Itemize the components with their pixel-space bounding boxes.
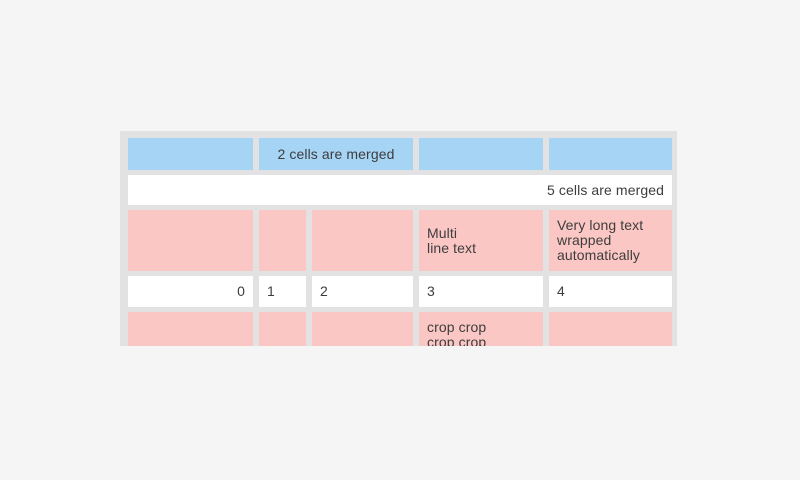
cell-r1-merged-2cells[interactable]: 2 cells are merged [259, 138, 413, 170]
cell-r1c5[interactable] [549, 138, 672, 170]
cell-r5c5[interactable] [549, 312, 672, 346]
cell-r5c4-crop[interactable]: crop crop crop crop [419, 312, 543, 346]
cell-r5c2[interactable] [259, 312, 306, 346]
cell-r4c4[interactable]: 3 [419, 276, 543, 307]
cell-r4c2[interactable]: 1 [259, 276, 306, 307]
cell-r4c5[interactable]: 4 [549, 276, 672, 307]
cell-r4c1[interactable]: 0 [128, 276, 253, 307]
cell-r3c5-wrapped[interactable]: Very long text wrapped automatically [549, 210, 672, 271]
cell-r4c3[interactable]: 2 [312, 276, 413, 307]
cell-r3c1[interactable] [128, 210, 253, 271]
cell-r2-merged-5cells[interactable]: 5 cells are merged [128, 175, 672, 205]
cell-r1c1[interactable] [128, 138, 253, 170]
cell-r1c4[interactable] [419, 138, 543, 170]
cell-r3c4-multiline[interactable]: Multi line text [419, 210, 543, 271]
cell-r5c3[interactable] [312, 312, 413, 346]
table-grid: 2 cells are merged 5 cells are merged Mu… [128, 138, 672, 346]
table-widget[interactable]: 2 cells are merged 5 cells are merged Mu… [120, 131, 677, 346]
cell-r5c1[interactable] [128, 312, 253, 346]
cell-r3c3[interactable] [312, 210, 413, 271]
cell-r3c2[interactable] [259, 210, 306, 271]
